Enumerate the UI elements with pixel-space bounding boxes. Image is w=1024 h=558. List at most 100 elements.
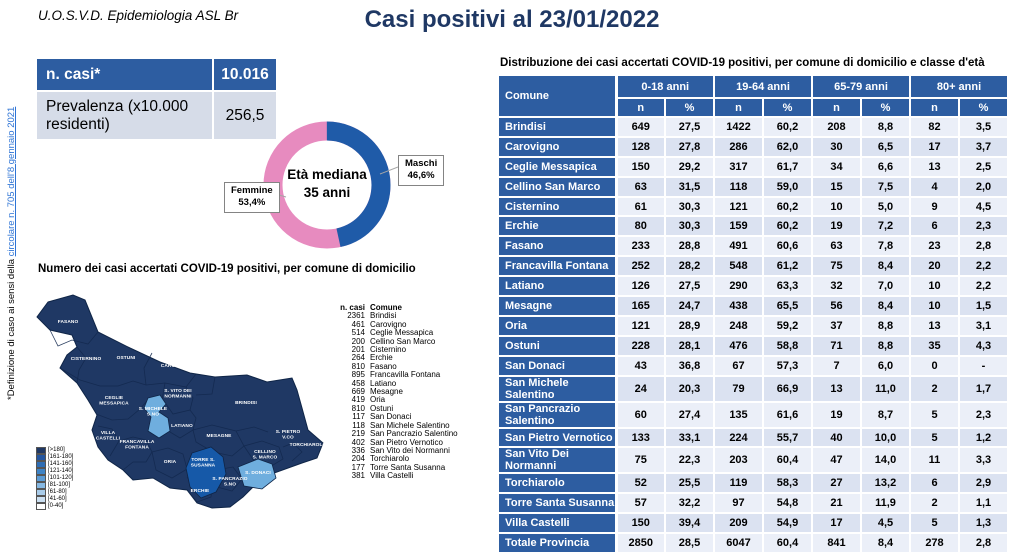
case-list-row: 461 Carovigno: [331, 320, 491, 329]
comune-cell: Latiano: [497, 275, 618, 298]
value-cell: 80: [615, 215, 666, 238]
region-torre-santa-susanna: [185, 446, 227, 499]
page-title: Casi positivi al 23/01/2022: [364, 6, 660, 33]
case-count: 402: [351, 437, 365, 447]
femmine-label: Femmine: [231, 185, 273, 196]
case-definition-footnote: *Definizione di caso ai sensi della circ…: [6, 54, 19, 400]
value-cell: 66,9: [762, 374, 813, 403]
value-cell: 19: [811, 400, 862, 429]
value-cell: 208: [811, 116, 862, 138]
value-cell: 34: [811, 155, 862, 178]
value-cell: 97: [713, 492, 764, 515]
value-cell: 2850: [615, 532, 666, 555]
value-cell: 13: [909, 155, 960, 178]
value-cell: 65,5: [762, 295, 813, 317]
value-cell: 28,9: [664, 314, 715, 337]
case-list-row: 264 Erchie: [331, 354, 491, 363]
case-count: 381: [351, 471, 365, 481]
value-cell: 317: [713, 155, 764, 178]
age-table-row: San Michele Salentino 24 20,3 79 66,9 13 11,0 2…: [497, 374, 1010, 403]
value-cell: 20: [909, 255, 960, 278]
summary-table: n. casi* 10.016 Prevalenza (x10.000 resi…: [35, 57, 278, 141]
gender-donut-chart: Età mediana 35 anni Maschi 46,6% Femmine…: [220, 100, 450, 275]
case-count: 419: [351, 395, 365, 405]
map-region-label: ORIA: [164, 459, 177, 465]
legend-range-label: [141-160]: [48, 461, 74, 467]
comune-cell: Cellino San Marco: [497, 175, 618, 198]
age-table-row: Oria 121 28,9 248 59,2 37 8,8 13 3,1: [497, 314, 1010, 337]
femmine-callout: Femmine 53,4%: [224, 182, 280, 213]
case-list: n. casi Comune 2361 Brindisi 461 Carovigno 5…: [331, 303, 491, 481]
n-column-header: n: [811, 97, 862, 118]
case-comune: Latiano: [370, 378, 397, 388]
value-cell: 60,2: [762, 195, 813, 218]
map-region-label: OSTUNI: [117, 355, 136, 361]
value-cell: 8,4: [860, 295, 911, 317]
comune-cell: San Donaci: [497, 354, 618, 377]
value-cell: 75: [615, 446, 666, 475]
eta-mediana-line2: 35 anni: [303, 184, 351, 200]
legend-range-label: [81-100]: [48, 482, 71, 488]
value-cell: 30: [811, 135, 862, 158]
value-cell: 52: [615, 472, 666, 495]
value-cell: 290: [713, 275, 764, 298]
age-table-row: Fasano 233 28,8 491 60,6 63 7,8 23 2,8: [497, 235, 1010, 258]
value-cell: 150: [615, 155, 666, 178]
summary-label-casi: n. casi*: [35, 57, 214, 92]
value-cell: 2: [909, 492, 960, 515]
value-cell: 62,0: [762, 135, 813, 158]
footnote-text: *Definizione di caso ai sensi della: [6, 256, 17, 400]
value-cell: 61: [615, 195, 666, 218]
value-cell: 8,7: [860, 400, 911, 429]
case-count: 514: [351, 328, 365, 338]
summary-row-prevalenza: Prevalenza (x10.000 residenti) 256,5: [35, 90, 278, 141]
value-cell: 2,9: [957, 472, 1010, 495]
province-outline: [36, 294, 324, 509]
maschi-callout: Maschi 46,6%: [398, 155, 445, 186]
value-cell: 29,2: [664, 155, 715, 178]
value-cell: 24,7: [664, 295, 715, 317]
map-region-label: CAROVIGNO: [161, 363, 192, 369]
value-cell: 2,8: [957, 235, 1010, 258]
legend-range-label: [>180]: [48, 447, 65, 453]
value-cell: 5: [909, 512, 960, 535]
comune-cell: San Michele Salentino: [497, 374, 618, 403]
donut-center-label: Età mediana 35 anni: [267, 166, 387, 201]
case-list-row: 117 San Donaci: [331, 412, 491, 421]
comune-column-header: Comune: [497, 74, 618, 118]
value-cell: 286: [713, 135, 764, 158]
femmine-value: 53,4%: [238, 197, 266, 209]
comune-cell: Torre Santa Susanna: [497, 492, 618, 515]
age-table-row: San Vito Dei Normanni 75 22,3 203 60,4 47 14,0…: [497, 446, 1010, 475]
value-cell: 17: [811, 512, 862, 535]
value-cell: 60,6: [762, 235, 813, 258]
comune-cell: Francavilla Fontana: [497, 255, 618, 278]
case-comune: Ceglie Messapica: [370, 328, 434, 338]
age-group-header: 65-79 anni: [811, 74, 911, 99]
value-cell: 233: [615, 235, 666, 258]
case-list-row: 381 Villa Castelli: [331, 471, 491, 481]
map-region-label: S. VITO DEI NORMANNI: [164, 388, 192, 400]
value-cell: 21: [811, 492, 862, 515]
value-cell: 6,6: [860, 155, 911, 178]
circolare-link[interactable]: circolare n. 705 dell'8 gennaio 2021: [6, 106, 17, 257]
value-cell: 121: [615, 314, 666, 337]
value-cell: 30,3: [664, 215, 715, 238]
case-count: 895: [351, 370, 365, 380]
age-table-row: Ceglie Messapica 150 29,2 317 61,7 34 6,6 13 2,5: [497, 155, 1010, 178]
value-cell: 10: [909, 275, 960, 298]
value-cell: 0: [909, 354, 960, 377]
case-comune: Brindisi: [370, 311, 397, 321]
comune-cell: Fasano: [497, 235, 618, 258]
value-cell: 63: [615, 175, 666, 198]
case-list-row: 204 Torchiarolo: [331, 454, 491, 463]
comune-cell: San Pietro Vernotico: [497, 426, 618, 449]
comune-cell: San Pancrazio Salentino: [497, 400, 618, 429]
value-cell: 39,4: [664, 512, 715, 535]
case-list-header: n. casi Comune: [331, 303, 491, 312]
comune-cell: San Vito Dei Normanni: [497, 446, 618, 475]
value-cell: 61,7: [762, 155, 813, 178]
value-cell: 17: [909, 135, 960, 158]
summary-label-prevalenza: Prevalenza (x10.000 residenti): [35, 90, 214, 141]
